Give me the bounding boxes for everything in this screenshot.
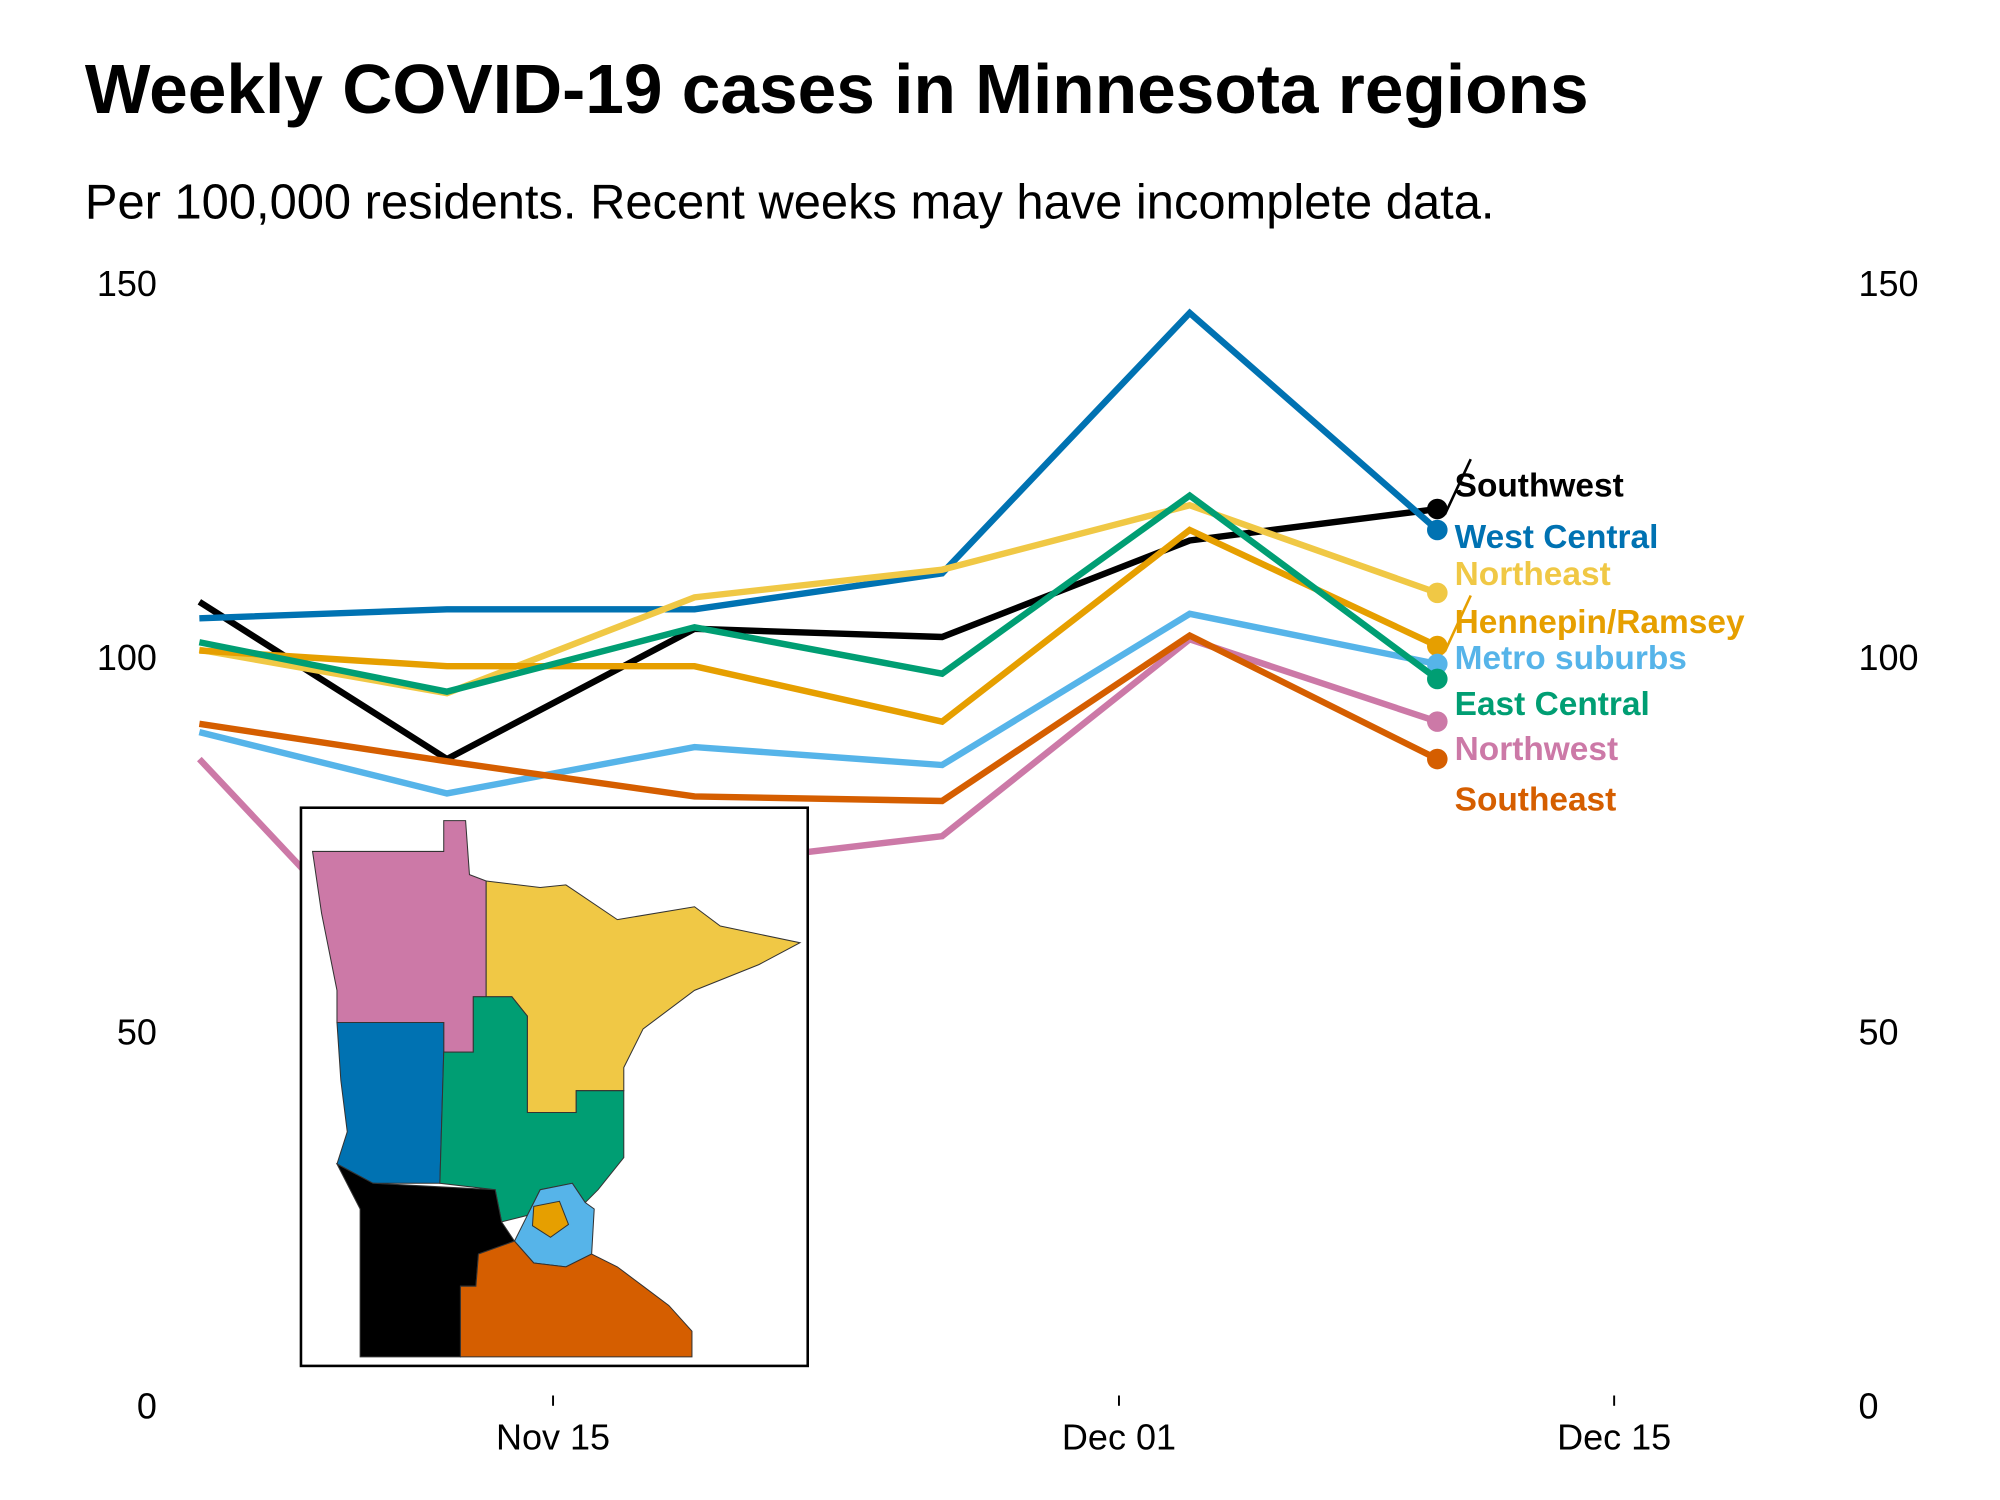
axes: 0 50 100 150 0 50 100 150 Nov 15 Dec 01 Dec 15 <box>97 263 1919 1458</box>
label-leader <box>1443 594 1472 652</box>
series-line <box>199 308 1440 622</box>
end-point <box>1427 635 1448 657</box>
end-point <box>1427 668 1448 690</box>
series-line <box>198 491 1440 695</box>
x-tick-label: Dec 15 <box>1557 1417 1671 1458</box>
series-line <box>197 505 1438 763</box>
legend-label: West Central <box>1455 519 1659 556</box>
end-point <box>1427 519 1448 541</box>
y2-tick-label: 0 <box>1859 1386 1879 1427</box>
series-line <box>199 526 1439 726</box>
y2-tick-label: 150 <box>1859 263 1919 304</box>
end-point <box>1427 653 1448 675</box>
legend-label: Southwest <box>1455 467 1624 504</box>
inset-map <box>299 806 810 1368</box>
end-point <box>1427 498 1448 520</box>
legend-label: Southeast <box>1455 781 1617 818</box>
region-hennepin-ramsey <box>531 1200 570 1238</box>
series-line <box>198 610 1438 797</box>
y-tick-label: 50 <box>117 1011 157 1052</box>
label-leader <box>1443 458 1472 515</box>
y-tick-label: 0 <box>137 1386 157 1427</box>
legend-label: Metro suburbs <box>1455 640 1687 677</box>
x-tick-label: Dec 01 <box>1062 1417 1176 1458</box>
region-southeast <box>459 1240 693 1358</box>
series-line <box>198 631 1439 805</box>
end-point <box>1427 582 1448 604</box>
legend-label: Northwest <box>1455 731 1618 768</box>
x-tick-label: Nov 15 <box>496 1417 610 1458</box>
y2-tick-label: 50 <box>1859 1011 1899 1052</box>
region-northwest <box>311 820 487 1053</box>
legend-label: Hennepin/Ramsey <box>1455 604 1745 641</box>
region-west-central <box>336 1021 445 1184</box>
end-point <box>1427 711 1448 732</box>
end-point <box>1427 748 1448 770</box>
y-tick-label: 150 <box>97 263 157 304</box>
y2-tick-label: 100 <box>1859 637 1919 678</box>
chart-title: Weekly COVID-19 cases in Minnesota regio… <box>85 50 1589 128</box>
legend-label: Northeast <box>1455 556 1611 593</box>
chart-subtitle: Per 100,000 residents. Recent weeks may … <box>85 176 1495 230</box>
y-tick-label: 100 <box>97 637 157 678</box>
legend-label: East Central <box>1455 686 1650 723</box>
